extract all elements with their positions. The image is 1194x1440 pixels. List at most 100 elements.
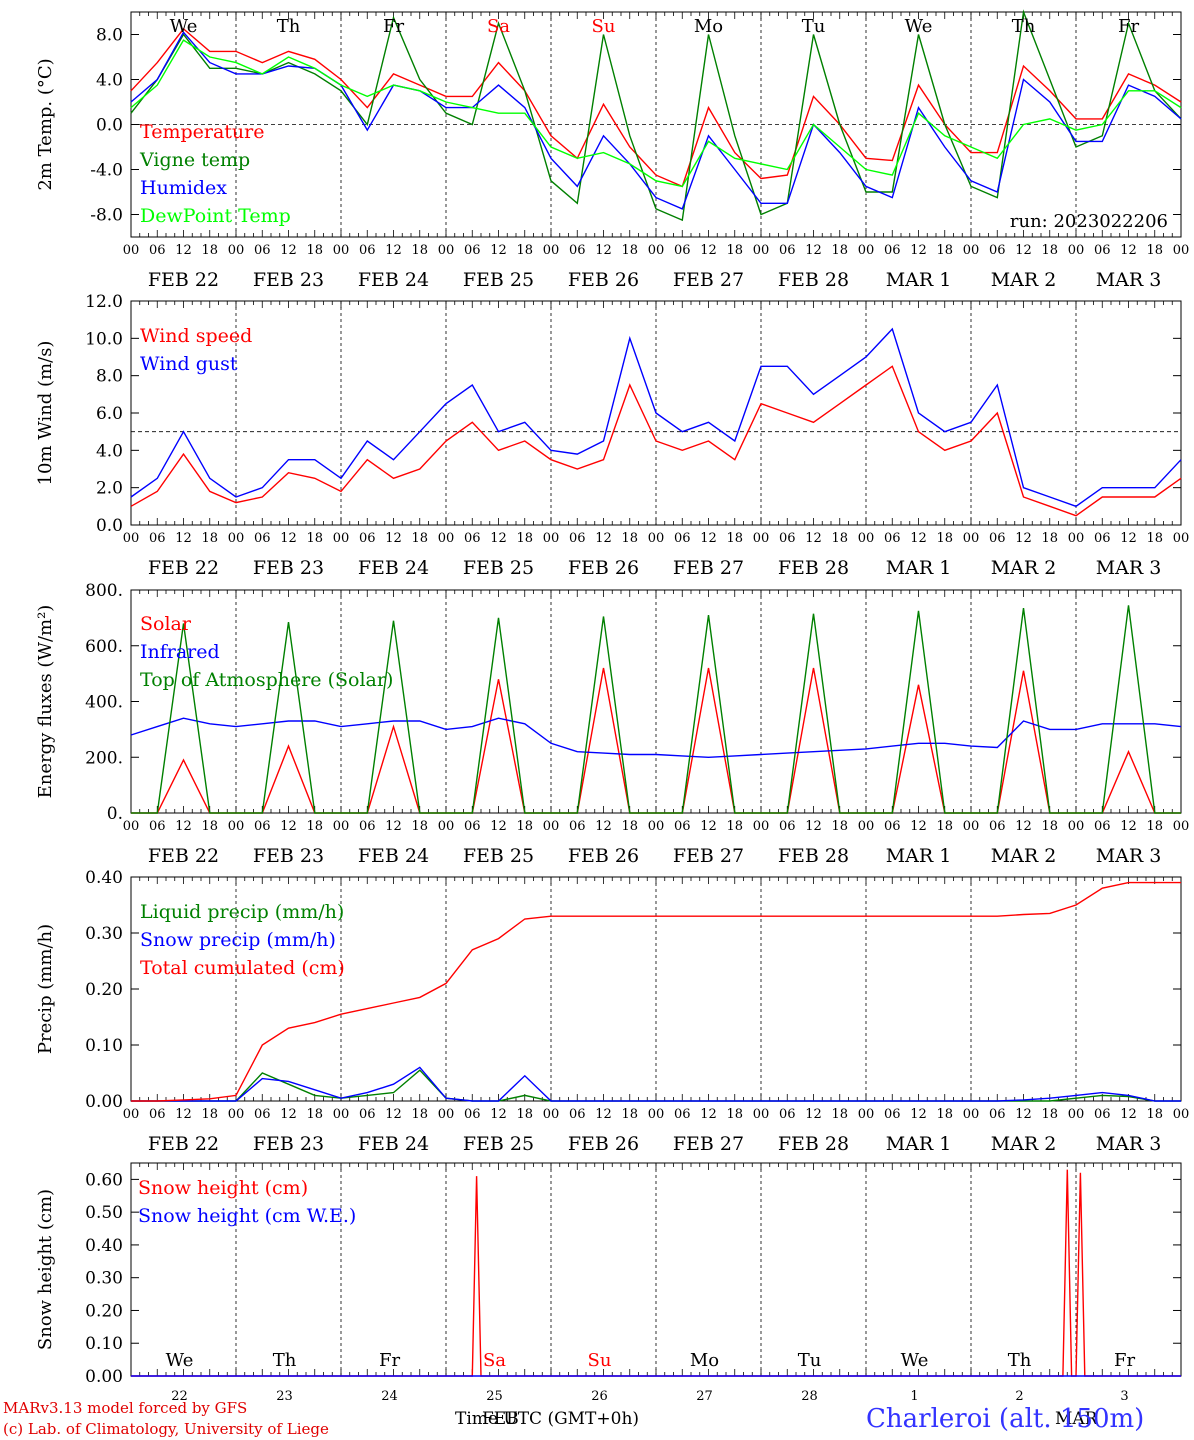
hour-tick-label: 12	[595, 531, 612, 546]
hour-tick-label: 06	[359, 1107, 376, 1122]
date-label: MAR 1	[886, 557, 952, 579]
hour-tick-label: 00	[753, 243, 770, 258]
panel-5: 0.00 0.10 0.20 0.30 0.40 0.50 0.60 Snow height …	[35, 1162, 1182, 1404]
hour-tick-label: 12	[280, 531, 297, 546]
month-label-feb: FEB	[482, 1409, 519, 1429]
hour-tick-label: 06	[254, 243, 271, 258]
hour-tick-label: 06	[1094, 531, 1111, 546]
legend-entry: Wind gust	[140, 353, 238, 375]
y-tick-label: 0.00	[85, 1367, 123, 1387]
hour-tick-label: 00	[333, 1107, 350, 1122]
date-label: MAR 1	[886, 845, 952, 867]
hour-tick-label: 00	[753, 1107, 770, 1122]
date-label: FEB 23	[253, 1133, 324, 1155]
weekday-label: Mo	[694, 16, 723, 37]
hour-tick-label: 12	[280, 243, 297, 258]
series-line	[130, 31, 1182, 210]
hour-tick-label: 06	[1094, 819, 1111, 834]
date-label: FEB 26	[568, 557, 639, 579]
hour-tick-label: 18	[306, 531, 323, 546]
hour-tick-label: 18	[1146, 819, 1163, 834]
y-tick-label: -4.0	[90, 161, 123, 181]
hour-tick-label: 06	[989, 531, 1006, 546]
hour-tick-label: 00	[333, 819, 350, 834]
legend-entry: Humidex	[140, 177, 227, 199]
hour-tick-label: 00	[333, 531, 350, 546]
hour-tick-label: 18	[516, 1107, 533, 1122]
weekday-label: Fr	[383, 16, 404, 37]
y-tick-label: 10.0	[85, 329, 123, 349]
hour-tick-label: 00	[1068, 531, 1085, 546]
hour-tick-label: 06	[674, 243, 691, 258]
hour-tick-label: 00	[963, 243, 980, 258]
legend-entry: Snow height (cm)	[138, 1177, 308, 1199]
y-tick-label: 0.30	[85, 1269, 123, 1289]
y-tick-label: 4.0	[96, 441, 123, 461]
hour-tick-label: 18	[1146, 243, 1163, 258]
date-label: FEB 28	[778, 1133, 849, 1155]
hour-tick-label: 00	[963, 531, 980, 546]
day-number-label: 27	[696, 1389, 713, 1404]
date-label: FEB 22	[148, 845, 219, 867]
hour-tick-label: 18	[936, 243, 953, 258]
date-label: FEB 22	[148, 269, 219, 291]
date-label: FEB 27	[673, 1133, 744, 1155]
legend-entry: Total cumulated (cm)	[140, 957, 345, 979]
date-label: FEB 25	[463, 845, 534, 867]
hour-tick-label: 12	[910, 819, 927, 834]
date-label: FEB 23	[253, 269, 324, 291]
hour-tick-label: 18	[621, 819, 638, 834]
hour-tick-label: 00	[648, 243, 665, 258]
date-label: FEB 26	[568, 269, 639, 291]
hour-tick-label: 18	[1146, 531, 1163, 546]
hour-tick-label: 18	[726, 1107, 743, 1122]
y-tick-label: 4.0	[96, 71, 123, 91]
weekday-label: We	[905, 16, 933, 37]
hour-tick-label: 00	[543, 243, 560, 258]
day-number-label: 22	[171, 1389, 188, 1404]
hour-tick-label: 18	[411, 819, 428, 834]
y-axis-label: Energy fluxes (W/m²)	[35, 605, 56, 799]
hour-tick-label: 12	[1015, 243, 1032, 258]
legend-entry: Liquid precip (mm/h)	[140, 901, 344, 923]
day-number-label: 2	[1015, 1389, 1023, 1404]
weekday-label: Fr	[1118, 16, 1139, 37]
hour-tick-label: 18	[411, 243, 428, 258]
hour-tick-label: 12	[805, 243, 822, 258]
hour-tick-label: 00	[123, 819, 140, 834]
credit-lab: (c) Lab. of Climatology, University of L…	[3, 1420, 329, 1438]
hour-tick-label: 06	[149, 819, 166, 834]
hour-tick-label: 12	[910, 1107, 927, 1122]
hour-tick-label: 18	[411, 531, 428, 546]
hour-tick-label: 12	[385, 1107, 402, 1122]
hour-tick-label: 06	[254, 531, 271, 546]
hour-tick-label: 06	[989, 243, 1006, 258]
hour-tick-label: 12	[700, 531, 717, 546]
weekday-label: We	[901, 1350, 929, 1371]
hour-tick-label: 18	[621, 1107, 638, 1122]
y-tick-label: 400.	[85, 693, 123, 713]
date-label: FEB 22	[148, 1133, 219, 1155]
hour-tick-label: 00	[858, 243, 875, 258]
hour-tick-label: 18	[1041, 243, 1058, 258]
hour-tick-label: 00	[1068, 819, 1085, 834]
day-number-label: 25	[486, 1389, 503, 1404]
y-tick-label: 0.00	[85, 1092, 123, 1112]
y-tick-label: 0.10	[85, 1036, 123, 1056]
hour-tick-label: 12	[805, 819, 822, 834]
date-label: MAR 3	[1096, 269, 1162, 291]
y-tick-label: 0.20	[85, 980, 123, 1000]
hour-tick-label: 12	[1120, 819, 1137, 834]
hour-tick-label: 12	[1015, 531, 1032, 546]
date-label: MAR 1	[886, 1133, 952, 1155]
hour-tick-label: 18	[201, 243, 218, 258]
hour-tick-label: 18	[726, 243, 743, 258]
date-label: FEB 24	[358, 1133, 429, 1155]
y-tick-label: 0.	[107, 804, 123, 824]
date-label: FEB 27	[673, 845, 744, 867]
hour-tick-label: 12	[1120, 531, 1137, 546]
hour-tick-label: 18	[621, 531, 638, 546]
hour-tick-label: 00	[438, 531, 455, 546]
y-tick-label: 2.0	[96, 479, 123, 499]
